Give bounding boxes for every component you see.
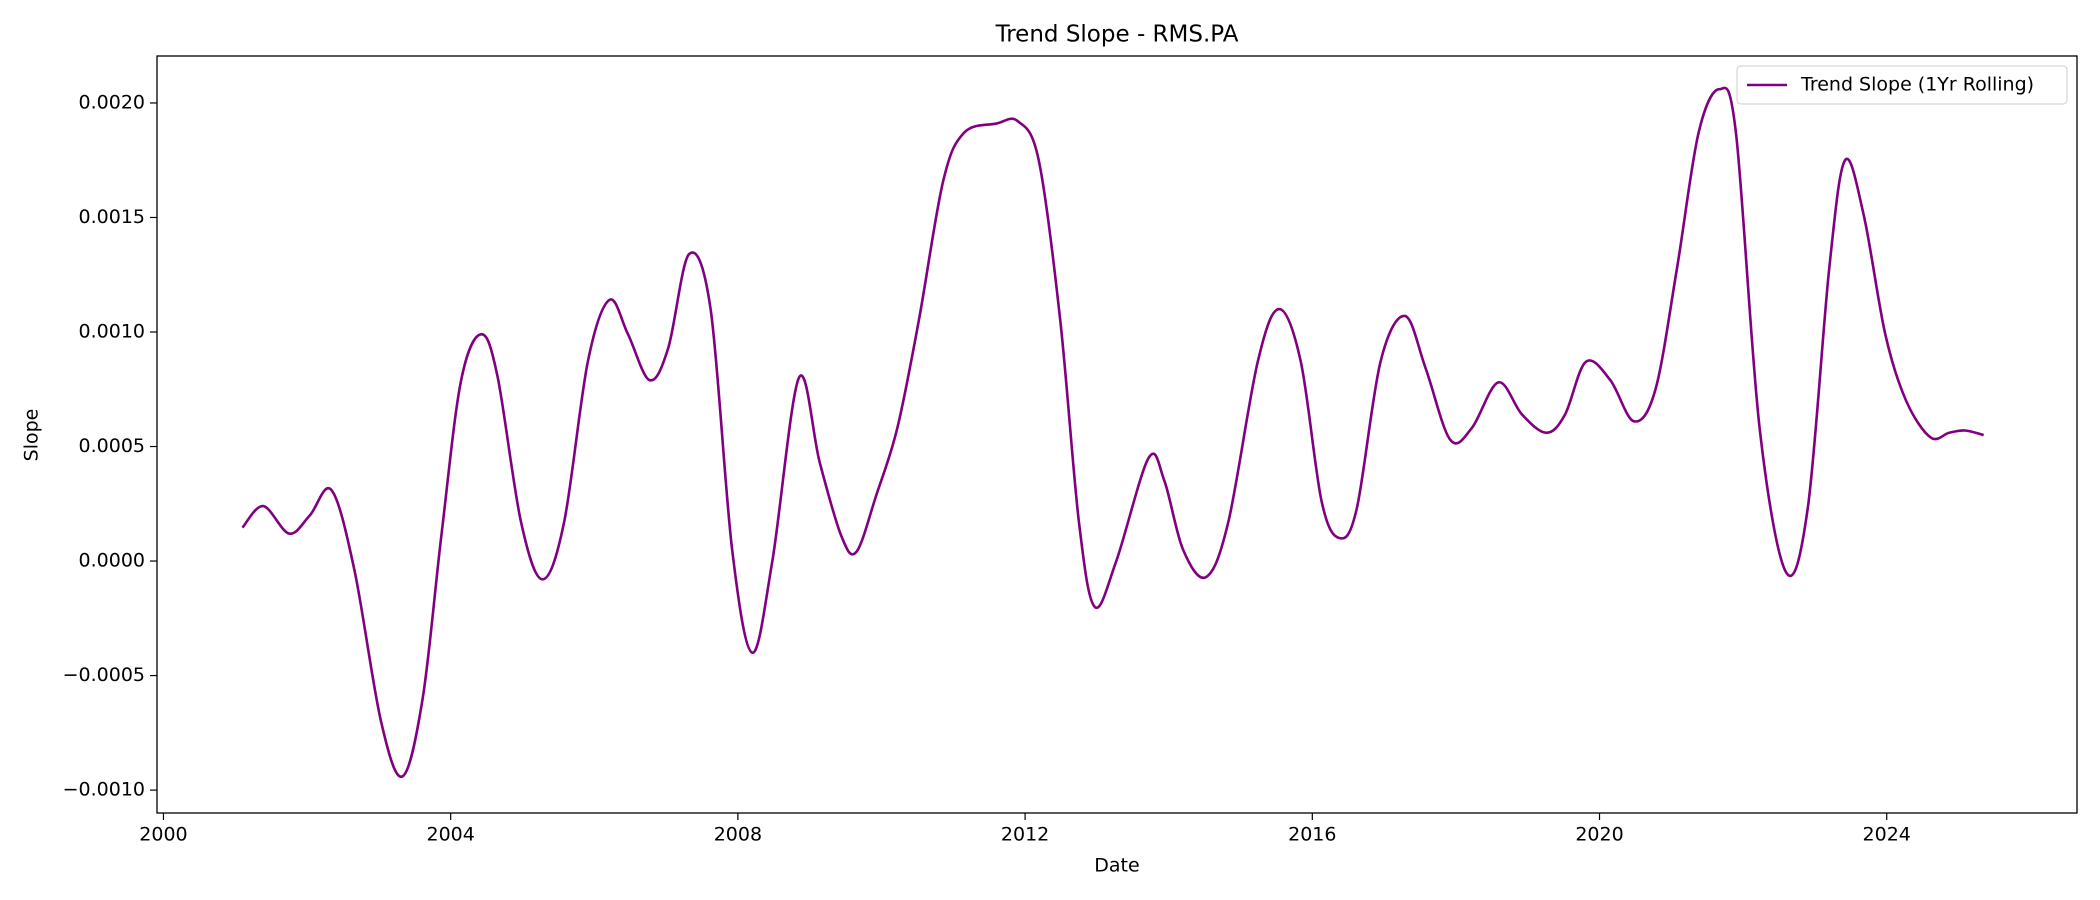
x-tick-label: 2004 [426,824,474,846]
y-tick-label: 0.0010 [79,321,145,343]
x-tick-label: 2024 [1863,824,1911,846]
y-axis-label: Slope [21,409,43,462]
x-axis-label: Date [1094,855,1139,877]
plot-frame [156,55,2078,814]
x-tick-label: 2020 [1575,824,1623,846]
y-tick-label: −0.0005 [63,664,145,686]
y-tick-label: 0.0005 [79,435,145,457]
chart-title: Trend Slope - RMS.PA [995,22,1239,48]
x-tick-label: 2016 [1288,824,1336,846]
legend-box [1736,65,2068,105]
y-tick-label: 0.0015 [79,206,145,228]
y-tick-label: 0.0000 [79,550,145,572]
x-tick-label: 2008 [714,824,762,846]
x-tick-label: 2012 [1001,824,1049,846]
data-line [241,86,1984,778]
legend-label: Trend Slope (1Yr Rolling) [1800,74,2034,96]
x-tick-label: 2000 [139,824,187,846]
y-tick-label: 0.0020 [79,91,145,113]
y-tick-label: −0.0010 [63,779,145,801]
